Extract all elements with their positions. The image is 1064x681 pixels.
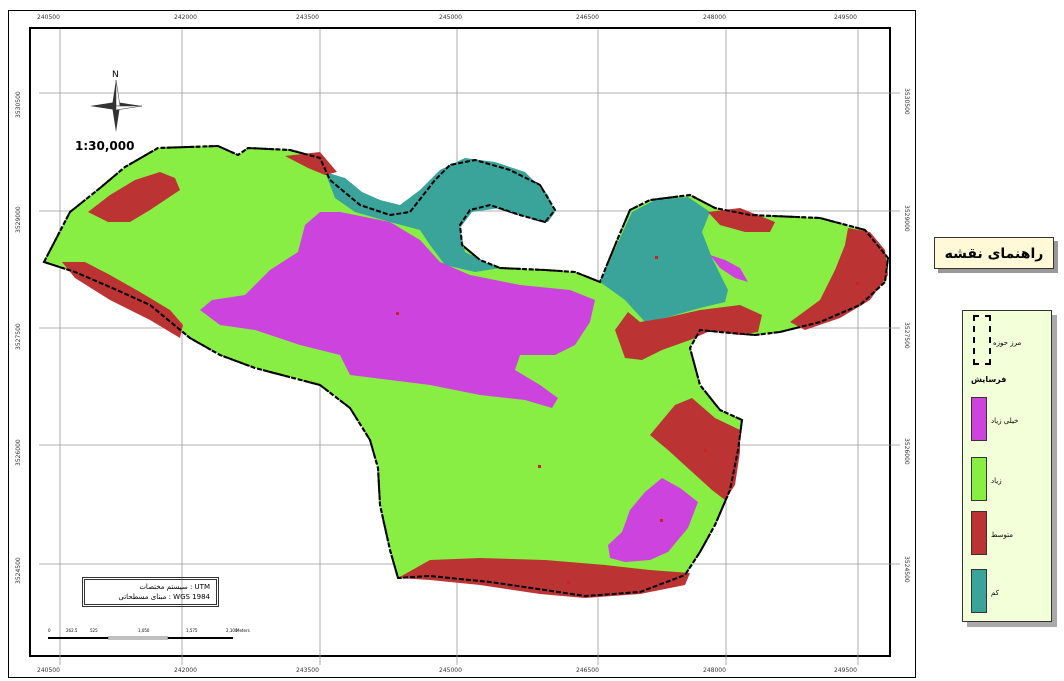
x-tick-bottom-3: 245000 <box>439 667 462 674</box>
swatch-medium <box>971 511 987 555</box>
region-medium-7 <box>650 398 740 500</box>
coordinate-info-box: سیستم مختصات : UTM مبنای مسطحاتی : WGS 1… <box>82 577 219 607</box>
scale-label-2: 525 <box>90 628 98 633</box>
x-tick-bottom-6: 249500 <box>834 667 857 674</box>
region-very-high-1 <box>200 212 595 408</box>
x-tick-bottom-1: 242000 <box>174 667 197 674</box>
x-tick-bottom-5: 248000 <box>703 667 726 674</box>
region-medium-2 <box>62 262 183 338</box>
x-tick-top-3: 245000 <box>439 14 462 21</box>
scale-label-1: 262.5 <box>66 628 78 633</box>
scale-bar-graphic <box>48 636 233 640</box>
boundary-label: مرز حوزه <box>993 339 1022 347</box>
legend-title: راهنمای نقشه <box>934 237 1054 269</box>
region-medium-4 <box>708 208 775 232</box>
swatch-very-high <box>971 397 987 441</box>
label-markers <box>396 256 859 584</box>
region-very-high-3 <box>710 255 748 282</box>
x-tick-bottom-4: 246500 <box>576 667 599 674</box>
boundary-swatch <box>973 315 991 365</box>
region-low-2 <box>600 197 728 322</box>
region-medium-1 <box>88 172 180 222</box>
region-medium-3 <box>285 152 337 175</box>
scale-label-3: 1,050 <box>138 628 150 633</box>
x-tick-bottom-0: 240500 <box>37 667 60 674</box>
compass-icon <box>90 79 143 132</box>
label-high: زیاد <box>991 477 1002 485</box>
x-tick-top-0: 240500 <box>37 14 60 21</box>
group-title: فرسایش <box>971 375 1007 384</box>
label-medium: متوسط <box>991 531 1013 539</box>
region-medium-5 <box>615 305 762 360</box>
x-tick-top-1: 242000 <box>174 14 197 21</box>
datum: مبنای مسطحاتی : WGS 1984 <box>118 593 210 601</box>
legend-panel: مرز حوزه فرسایش خیلی زیاد زیاد متوسط کم <box>962 310 1052 622</box>
scale-bar: 0 262.5 525 1,050 1,575 2,100 Meters <box>48 628 250 642</box>
x-tick-top-2: 243500 <box>296 14 319 21</box>
x-tick-top-5: 248000 <box>703 14 726 21</box>
swatch-low <box>971 569 987 613</box>
scale-label-4: 1,575 <box>186 628 198 633</box>
coordinate-system: سیستم مختصات : UTM <box>139 583 210 591</box>
region-medium-8 <box>398 558 690 598</box>
map-scale: 1:30,000 <box>75 139 135 153</box>
north-label: N <box>112 70 119 80</box>
x-tick-top-4: 246500 <box>576 14 599 21</box>
scale-label-unit: Meters <box>236 628 250 633</box>
swatch-high <box>971 457 987 501</box>
scale-label-5: 2,100 <box>226 628 238 633</box>
x-tick-bottom-2: 243500 <box>296 667 319 674</box>
label-low: کم <box>991 589 999 597</box>
scale-label-0: 0 <box>48 628 51 633</box>
region-low-1 <box>325 158 555 272</box>
north-arrow <box>84 70 148 140</box>
basin-boundary <box>42 144 890 598</box>
region-medium-6 <box>790 228 888 330</box>
label-very-high: خیلی زیاد <box>991 417 1019 425</box>
region-very-high-2 <box>608 478 698 562</box>
x-tick-top-6: 249500 <box>834 14 857 21</box>
